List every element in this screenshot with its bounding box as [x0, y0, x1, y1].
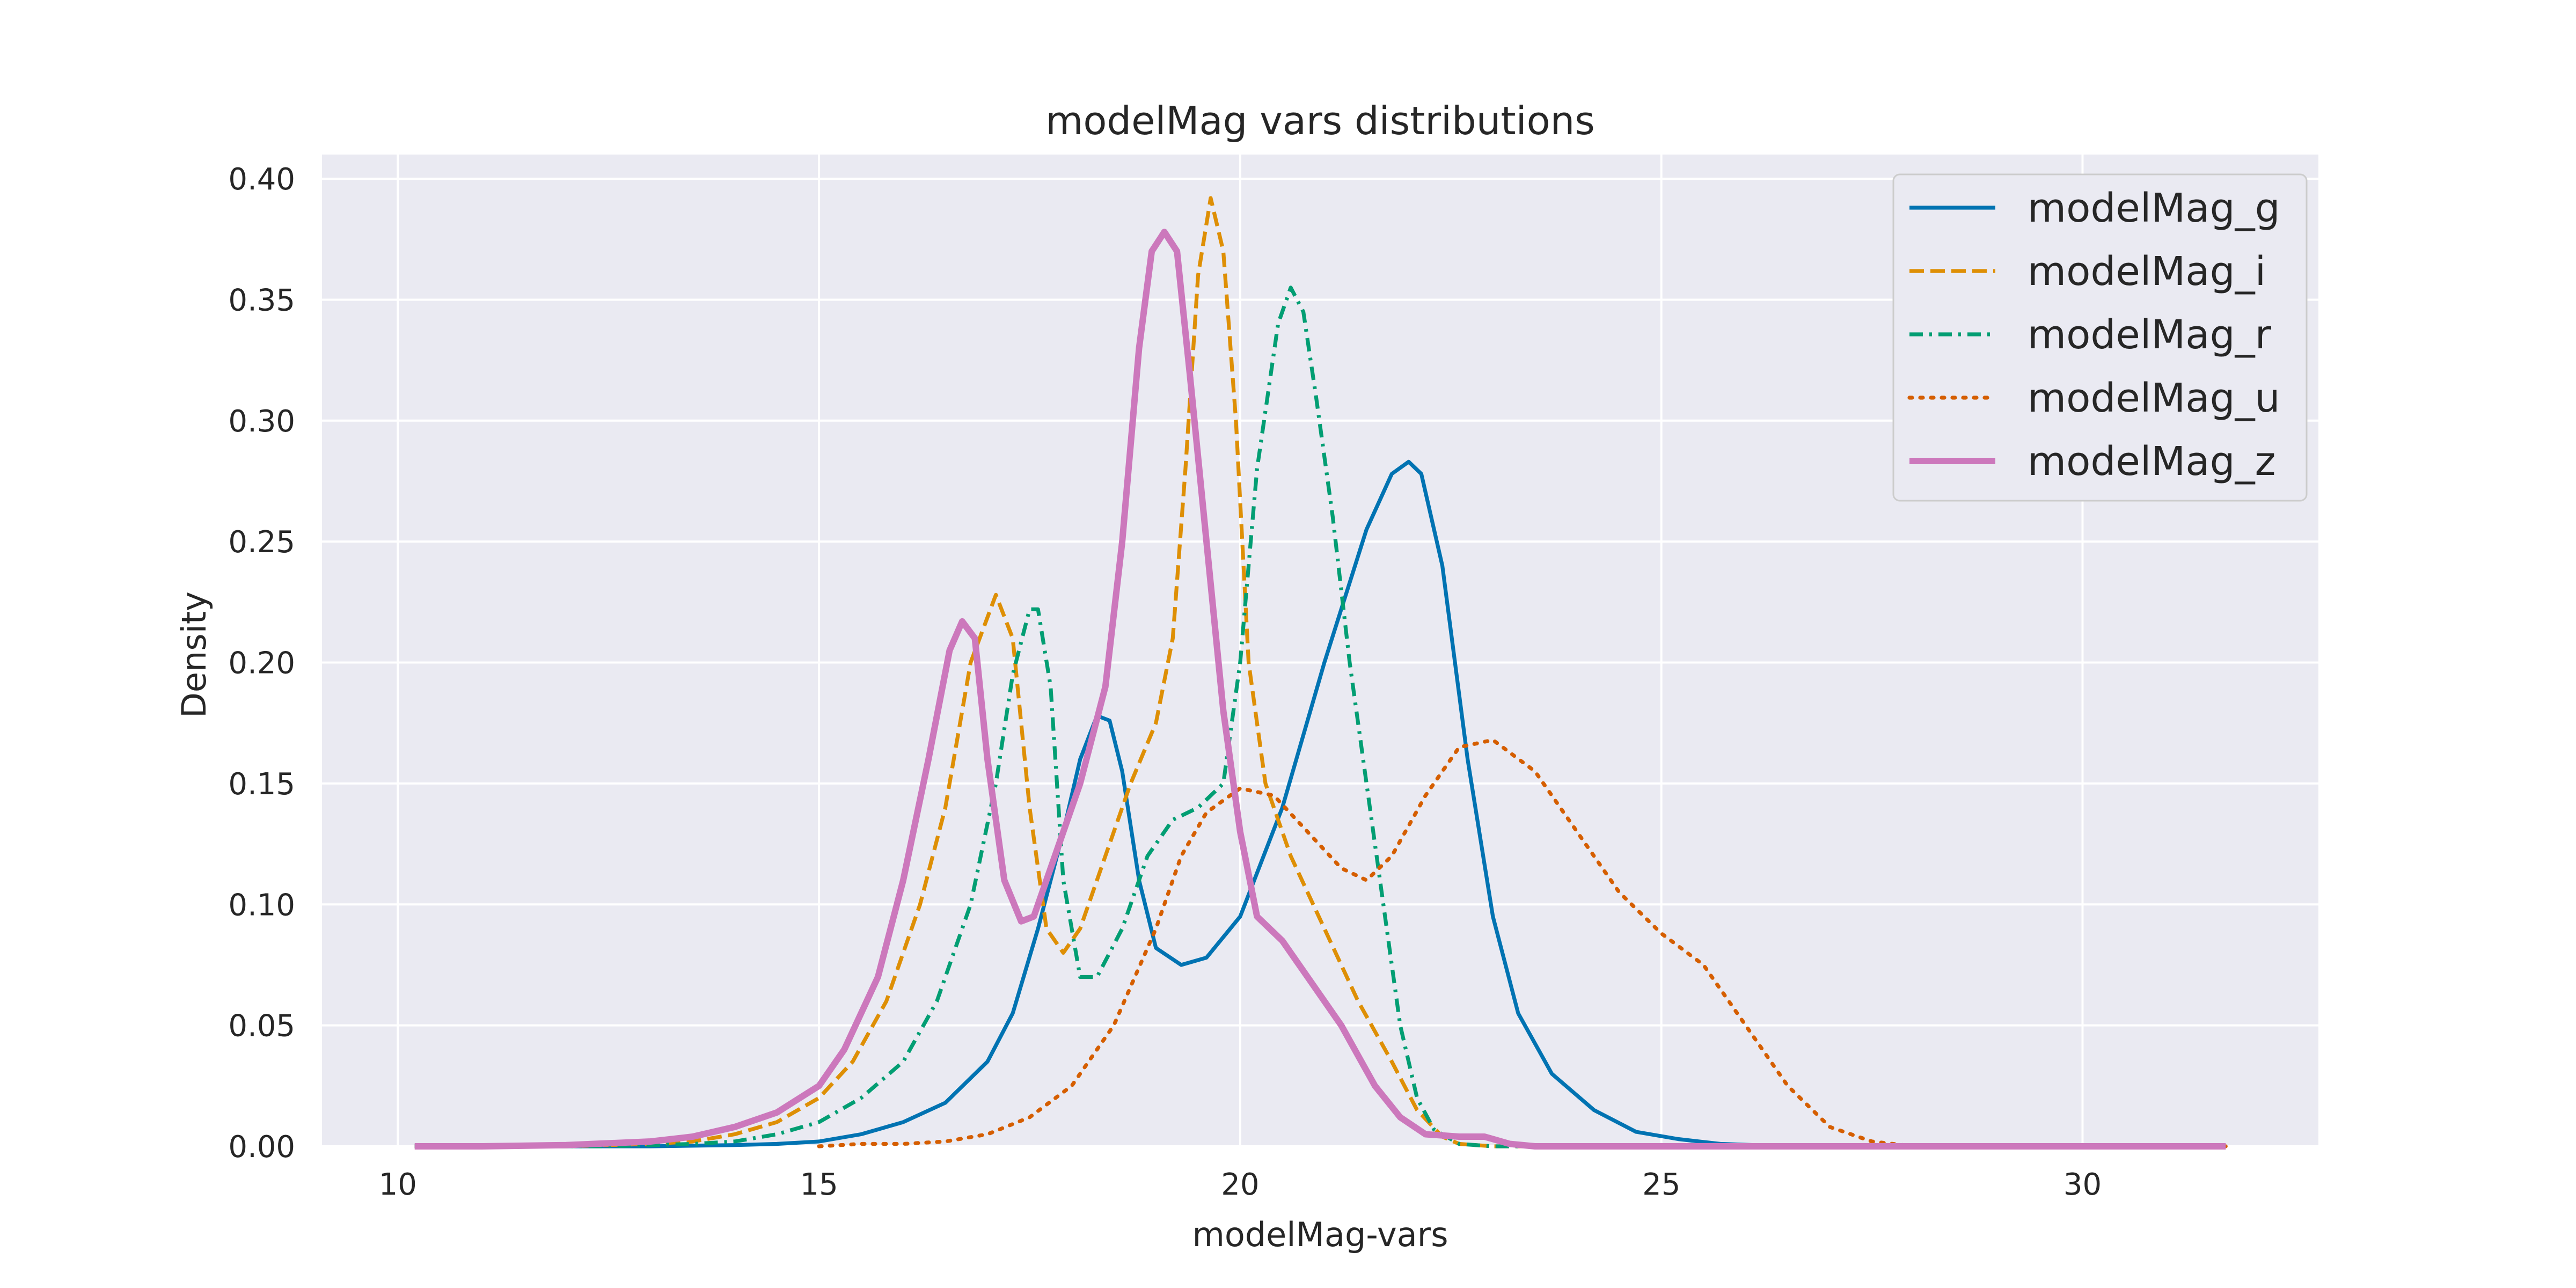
x-tick-label: 30	[2063, 1167, 2102, 1202]
x-tick-label: 20	[1221, 1167, 1259, 1202]
y-tick-label: 0.40	[228, 162, 295, 197]
legend-label-modelmag-r: modelMag_r	[2028, 312, 2272, 358]
y-tick-label: 0.25	[228, 525, 295, 560]
x-tick-labels: 10 15 20 25 30	[379, 1167, 2102, 1202]
x-tick-label: 10	[379, 1167, 417, 1202]
series-line-modelmag-u	[817, 738, 2228, 1148]
legend-label-modelmag-z: modelMag_z	[2028, 438, 2275, 485]
legend: modelMag_g modelMag_i modelMag_r modelMag_u…	[1892, 173, 2308, 502]
legend-label-modelmag-i: modelMag_i	[2028, 248, 2266, 295]
grid-lines	[322, 155, 2318, 1147]
series-line-modelmag-z	[414, 229, 2226, 1150]
series-line-modelmag-g	[414, 459, 2226, 1148]
y-tick-label: 0.30	[228, 404, 295, 439]
legend-label-modelmag-u: modelMag_u	[2028, 375, 2280, 421]
y-axis-label: Density	[174, 591, 214, 718]
y-tick-label: 0.15	[228, 767, 295, 802]
x-axis-label: modelMag-vars	[1192, 1215, 1448, 1254]
y-tick-label: 0.00	[228, 1130, 295, 1165]
y-tick-label: 0.10	[228, 888, 295, 923]
legend-label-modelmag-g: modelMag_g	[2028, 185, 2280, 231]
series-line-modelmag-i	[414, 196, 2226, 1148]
y-tick-labels: 0.00 0.05 0.10 0.15 0.20 0.25 0.30 0.35 0.40	[228, 162, 295, 1165]
y-tick-label: 0.35	[228, 283, 295, 318]
y-tick-label: 0.20	[228, 646, 295, 681]
y-tick-label: 0.05	[228, 1009, 295, 1044]
series-layer	[414, 196, 2228, 1150]
chart-title: modelMag vars distributions	[1045, 98, 1595, 143]
x-tick-label: 25	[1642, 1167, 1680, 1202]
x-tick-label: 15	[800, 1167, 838, 1202]
legend-box	[1892, 173, 2308, 502]
